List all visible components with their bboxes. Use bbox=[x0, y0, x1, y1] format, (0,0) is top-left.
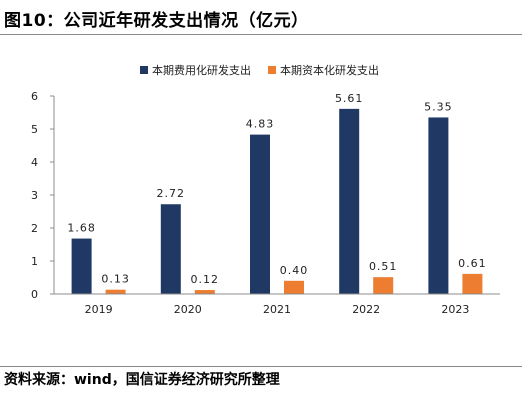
data-label: 1.68 bbox=[67, 222, 96, 235]
source-rule bbox=[0, 366, 522, 367]
bar-expensed bbox=[428, 117, 449, 294]
y-tick-label: 5 bbox=[31, 123, 38, 136]
bar-capitalized bbox=[194, 290, 215, 294]
x-tick-label: 2020 bbox=[174, 303, 202, 316]
x-tick-label: 2019 bbox=[85, 303, 113, 316]
bar-expensed bbox=[339, 108, 360, 295]
bars bbox=[71, 108, 483, 295]
title-rule bbox=[0, 34, 522, 35]
legend-swatch-capitalized bbox=[268, 66, 276, 74]
bar-capitalized bbox=[373, 277, 394, 294]
x-tick-label: 2021 bbox=[263, 303, 291, 316]
legend: 本期费用化研发支出 本期资本化研发支出 bbox=[140, 63, 379, 77]
figure-title: 图10：公司近年研发支出情况（亿元） bbox=[4, 11, 309, 31]
y-tick-label: 0 bbox=[31, 288, 38, 301]
data-label: 0.40 bbox=[280, 264, 309, 277]
x-axis: 2019 2020 2021 2022 2023 bbox=[54, 293, 500, 316]
data-label: 5.61 bbox=[335, 92, 364, 105]
y-tick-label: 1 bbox=[31, 255, 38, 268]
legend-label: 本期资本化研发支出 bbox=[280, 63, 379, 77]
x-tick-label: 2022 bbox=[352, 303, 380, 316]
data-label: 5.35 bbox=[424, 100, 453, 113]
data-label: 0.13 bbox=[101, 273, 130, 286]
data-labels: 1.68 0.13 2.72 0.12 4.83 0.40 5.61 0.51 5.35 0.61 bbox=[67, 92, 487, 286]
bar-capitalized bbox=[105, 289, 126, 294]
bar-expensed bbox=[71, 238, 92, 294]
bar-chart: 本期费用化研发支出 本期资本化研发支出 0 1 2 3 4 5 6 1.68 0.13 2.72 0… bbox=[31, 63, 500, 316]
bar-capitalized bbox=[462, 273, 483, 294]
data-label: 0.12 bbox=[191, 273, 220, 286]
y-tick-label: 4 bbox=[31, 156, 38, 169]
x-tick-label: 2023 bbox=[441, 303, 469, 316]
y-axis: 0 1 2 3 4 5 6 bbox=[31, 90, 55, 301]
bar-expensed bbox=[160, 204, 181, 294]
legend-label: 本期费用化研发支出 bbox=[152, 63, 251, 77]
legend-swatch-expensed bbox=[140, 66, 148, 74]
data-label: 2.72 bbox=[157, 187, 186, 200]
data-label: 4.83 bbox=[246, 118, 275, 131]
bar-capitalized bbox=[284, 280, 304, 294]
y-tick-label: 3 bbox=[31, 189, 38, 202]
source-note: 资料来源：wind，国信证券经济研究所整理 bbox=[4, 372, 280, 388]
data-label: 0.51 bbox=[369, 260, 398, 273]
bar-expensed bbox=[250, 134, 270, 294]
y-tick-label: 6 bbox=[31, 90, 38, 103]
data-label: 0.61 bbox=[458, 257, 487, 270]
y-tick-label: 2 bbox=[31, 222, 38, 235]
